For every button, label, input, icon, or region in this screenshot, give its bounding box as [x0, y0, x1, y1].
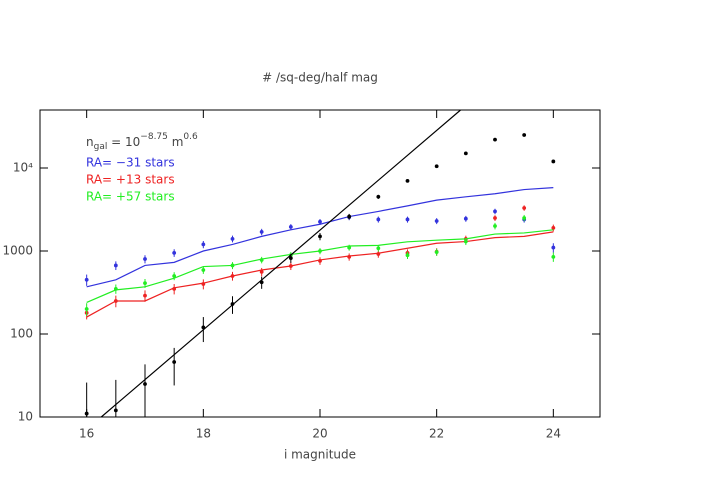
- data-point: [551, 225, 556, 230]
- data-point: [259, 229, 264, 234]
- data-point: [143, 382, 147, 386]
- data-point: [172, 360, 177, 364]
- data-point: [463, 216, 468, 221]
- data-point: [318, 219, 322, 224]
- series-line: [86, 231, 554, 318]
- x-tick-label: 24: [546, 427, 561, 441]
- y-tick-label: 100: [10, 327, 33, 341]
- data-point: [201, 242, 206, 247]
- data-point: [230, 263, 235, 268]
- data-point: [405, 178, 410, 183]
- y-tick-label: 10⁴: [13, 161, 33, 175]
- data-point: [434, 164, 439, 169]
- annotation-part: gal: [94, 142, 108, 152]
- annotation-part: 0.6: [183, 132, 198, 142]
- data-point: [493, 209, 497, 214]
- data-point: [318, 249, 322, 253]
- data-point: [113, 286, 118, 291]
- data-point: [172, 286, 177, 291]
- data-point: [434, 219, 439, 223]
- legend-entry: RA= −31 stars: [86, 156, 175, 170]
- legend-entry: RA= +57 stars: [86, 190, 175, 204]
- data-point: [288, 256, 293, 261]
- data-point: [84, 411, 89, 416]
- fit-line: [100, 109, 461, 418]
- data-point: [405, 253, 410, 258]
- data-point: [259, 258, 264, 262]
- data-point: [201, 282, 206, 286]
- annotation-part: m: [168, 135, 184, 149]
- data-point: [318, 234, 322, 239]
- data-point: [288, 225, 293, 229]
- data-point: [288, 264, 293, 268]
- annotation-part: = 10: [107, 135, 140, 149]
- data-point: [376, 217, 381, 222]
- x-tick-label: 16: [79, 427, 94, 441]
- chart-title: # /sq-deg/half mag: [262, 71, 378, 85]
- data-point: [463, 151, 468, 156]
- data-point: [493, 216, 497, 220]
- data-point: [376, 194, 381, 199]
- annotation-part: n: [86, 135, 94, 149]
- data-point: [347, 245, 352, 250]
- data-point: [522, 133, 527, 137]
- data-point: [493, 137, 497, 142]
- data-point: [318, 258, 322, 263]
- x-axis-label: i magnitude: [284, 448, 356, 462]
- data-point: [143, 293, 147, 298]
- legend-entry: RA= +13 stars: [86, 173, 175, 187]
- data-point: [551, 245, 556, 250]
- data-point: [230, 236, 235, 241]
- data-point: [172, 274, 177, 278]
- data-point: [230, 274, 235, 278]
- data-point: [143, 281, 147, 286]
- data-point: [551, 159, 556, 164]
- data-point: [84, 307, 89, 311]
- data-point: [347, 214, 352, 219]
- data-point: [172, 250, 177, 255]
- data-point: [522, 206, 527, 210]
- data-point: [551, 254, 556, 259]
- data-point: [347, 254, 352, 259]
- data-point: [493, 224, 497, 228]
- x-tick-label: 22: [429, 427, 444, 441]
- data-point: [113, 299, 118, 303]
- annotation: ngal = 10−8.75 m0.6: [86, 132, 198, 152]
- data-point: [463, 239, 468, 244]
- data-point: [259, 270, 264, 274]
- data-point: [113, 408, 118, 413]
- data-point: [113, 263, 118, 268]
- y-tick-label: 1000: [2, 244, 33, 258]
- data-point: [84, 277, 89, 282]
- data-point: [143, 257, 147, 261]
- data-point: [434, 250, 439, 255]
- x-tick-label: 18: [196, 427, 211, 441]
- data-point: [201, 268, 206, 272]
- series-line: [86, 229, 554, 303]
- y-tick-label: 10: [18, 410, 33, 424]
- data-point: [522, 216, 527, 220]
- data-point: [376, 246, 381, 251]
- data-point: [405, 217, 410, 222]
- x-tick-label: 20: [312, 427, 327, 441]
- data-point: [376, 252, 381, 256]
- annotation-part: −8.75: [140, 132, 168, 142]
